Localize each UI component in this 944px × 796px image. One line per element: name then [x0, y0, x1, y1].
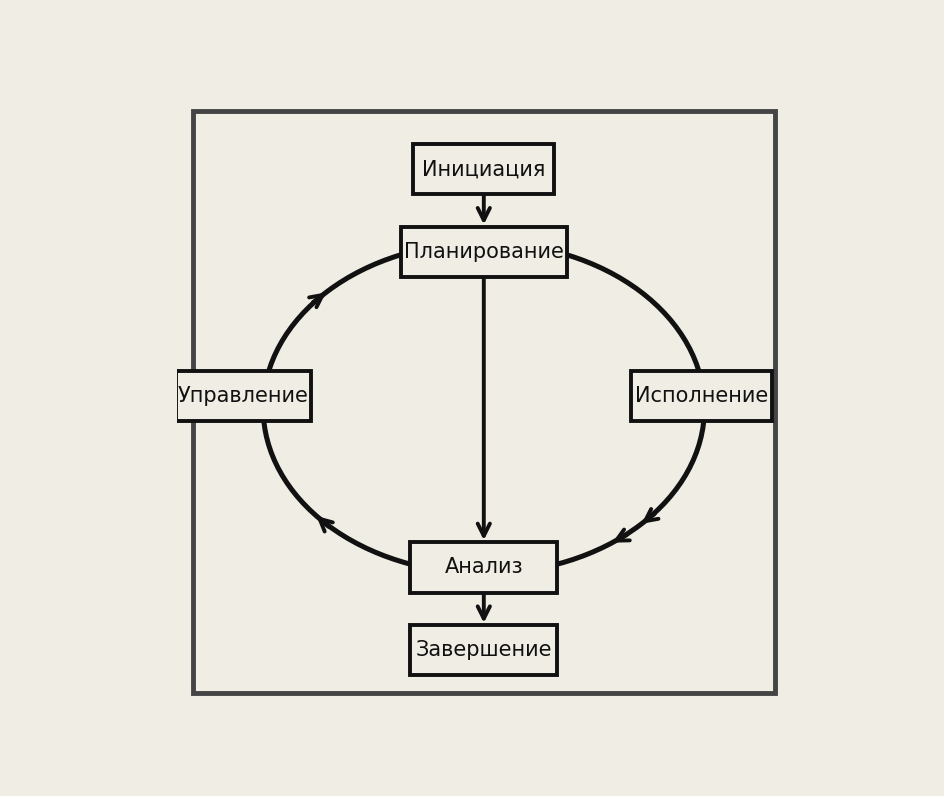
FancyBboxPatch shape — [193, 111, 775, 693]
Text: Управление: Управление — [178, 386, 309, 406]
FancyBboxPatch shape — [401, 227, 566, 277]
FancyBboxPatch shape — [413, 144, 554, 194]
FancyBboxPatch shape — [411, 542, 557, 592]
FancyBboxPatch shape — [631, 371, 772, 421]
Text: Исполнение: Исполнение — [634, 386, 768, 406]
Text: Завершение: Завершение — [415, 640, 552, 660]
FancyBboxPatch shape — [411, 625, 557, 675]
Text: Инициация: Инициация — [422, 159, 546, 179]
FancyBboxPatch shape — [177, 371, 311, 421]
Text: Анализ: Анализ — [445, 557, 523, 577]
Text: Планирование: Планирование — [404, 242, 564, 262]
